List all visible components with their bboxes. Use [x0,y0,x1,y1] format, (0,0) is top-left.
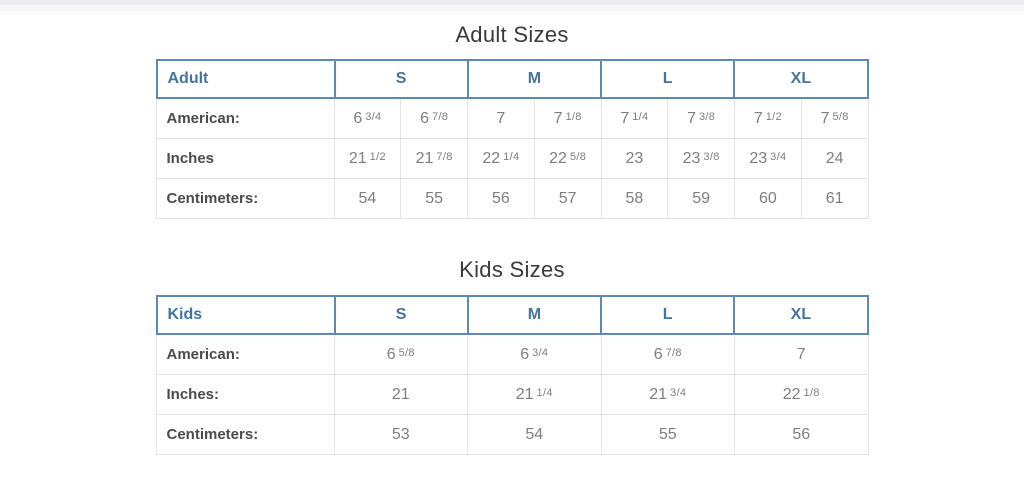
size-cell: 53 [333,415,468,454]
size-cell: 59 [667,179,734,218]
size-cell: 57 [533,179,601,218]
size-cell: 56 [734,415,868,454]
adult-sizes-title: Adult Sizes [455,22,569,47]
size-cell: 7 [467,99,534,138]
row-label: Centimeters: [166,190,259,207]
size-chart-content: Adult Sizes Adult S M L XL American: 6 3/… [155,22,869,455]
adult-american-row: American: 6 3/4 6 7/8 7 7 1/8 7 1/4 7 3/8 7 1/… [155,99,869,139]
size-cell: 56 [467,179,534,218]
page-top-strip [0,0,1024,5]
size-cell: 21 7/8 [400,139,467,178]
adult-col-header-xl: XL [733,61,866,97]
kids-col-header-s: S [333,297,467,333]
kids-col-header-l: L [600,297,733,333]
size-cell: 21 1/4 [467,375,601,414]
page-top-strip-shadow [0,5,1024,11]
size-cell: 55 [400,179,467,218]
size-cell: 6 7/8 [600,335,735,374]
size-cell: 6 7/8 [400,99,467,138]
adult-col-header-m: M [466,61,600,97]
size-cell: 54 [333,179,401,218]
size-cell: 22 5/8 [533,139,601,178]
size-cell: 6 5/8 [333,335,468,374]
size-cell: 7 1/2 [734,99,801,138]
kids-sizes-title: Kids Sizes [459,257,565,282]
size-cell: 21 [333,375,468,414]
size-cell: 55 [600,415,735,454]
row-label: Inches [166,150,215,167]
size-cell: 24 [800,139,868,178]
size-cell: 6 3/4 [467,335,601,374]
size-cell: 58 [600,179,668,218]
size-cell: 54 [467,415,601,454]
size-cell: 7 1/8 [533,99,601,138]
size-cell: 6 3/4 [333,99,401,138]
size-cell: 23 [600,139,668,178]
adult-table-corner-header: Adult [167,70,209,87]
size-cell: 60 [734,179,801,218]
size-cell: 7 3/8 [667,99,734,138]
adult-inches-row: Inches 21 1/2 21 7/8 22 1/4 22 5/8 23 23 3/8 … [155,139,869,179]
size-cell: 61 [800,179,868,218]
size-cell: 22 1/8 [734,375,868,414]
size-cell: 23 3/8 [667,139,734,178]
size-cell: 21 1/2 [333,139,401,178]
adult-col-header-l: L [600,61,733,97]
row-label: American: [166,110,240,127]
size-cell: 7 [734,335,868,374]
kids-american-row: American: 6 5/8 6 3/4 6 7/8 7 [155,335,869,375]
kids-table-corner-header: Kids [167,306,203,323]
size-cell: 22 1/4 [467,139,534,178]
adult-size-table: Adult S M L XL American: 6 3/4 6 7/8 7 7 1/… [155,59,869,219]
size-cell: 21 3/4 [600,375,735,414]
row-label: Centimeters: [166,426,259,443]
adult-table-header-row: Adult S M L XL [155,59,869,99]
size-cell: 23 3/4 [734,139,801,178]
kids-table-header-row: Kids S M L XL [155,295,869,335]
adult-centimeters-row: Centimeters: 54 55 56 57 58 59 60 61 [155,179,869,219]
size-cell: 7 5/8 [800,99,868,138]
row-label: American: [166,346,240,363]
row-label: Inches: [166,386,220,403]
kids-col-header-xl: XL [733,297,866,333]
adult-col-header-s: S [333,61,467,97]
kids-inches-row: Inches: 21 21 1/4 21 3/4 22 1/8 [155,375,869,415]
kids-col-header-m: M [466,297,600,333]
kids-centimeters-row: Centimeters: 53 54 55 56 [155,415,869,455]
kids-size-table: Kids S M L XL American: 6 5/8 6 3/4 6 7/8 7… [155,295,869,455]
size-cell: 7 1/4 [600,99,668,138]
